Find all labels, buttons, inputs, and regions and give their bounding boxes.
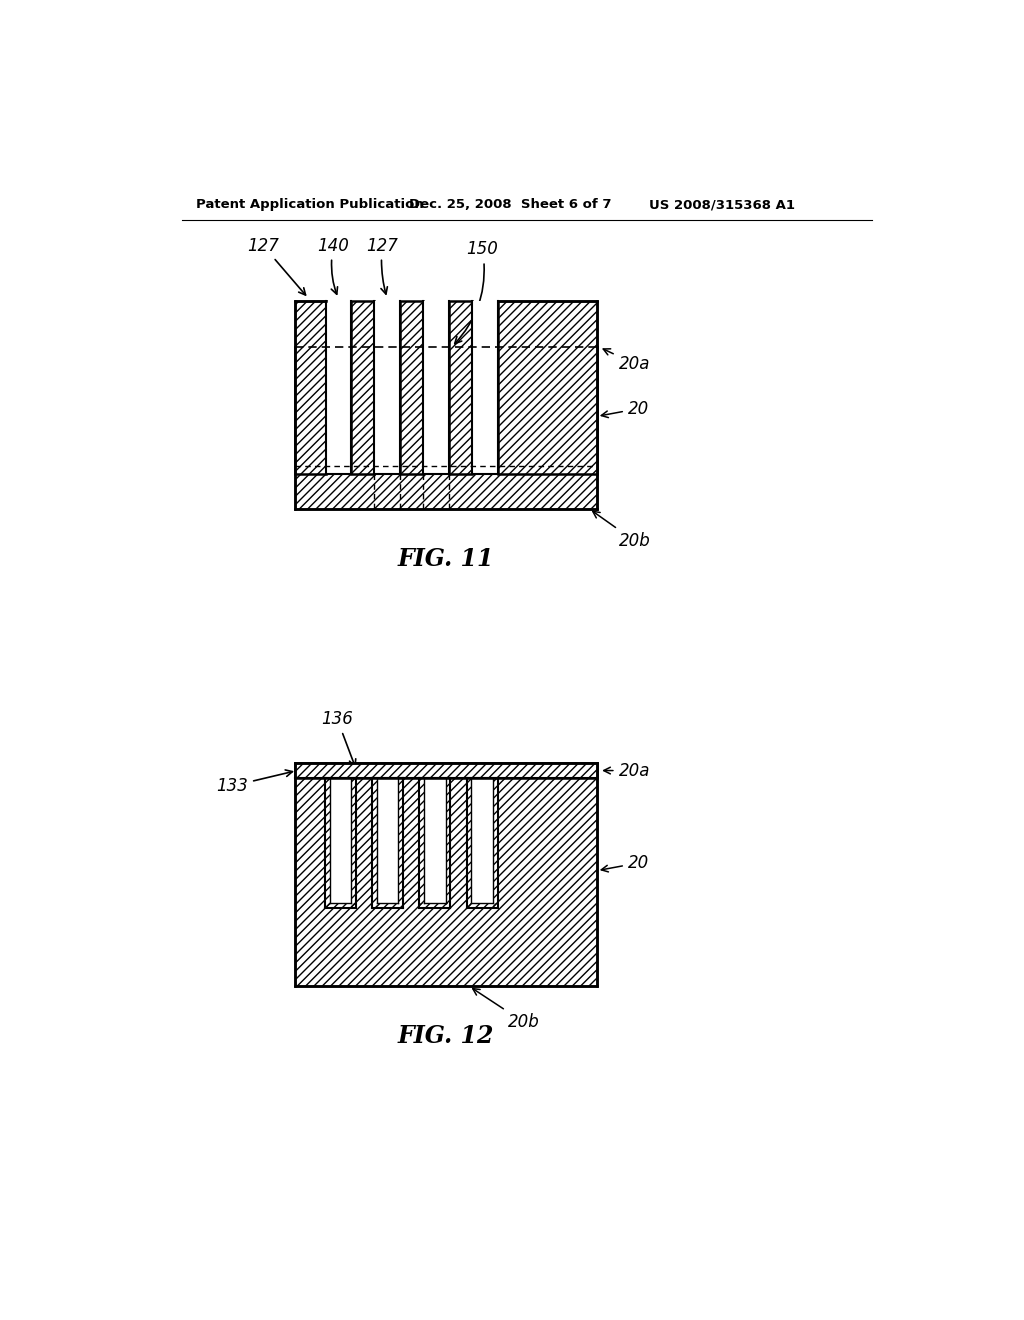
Text: 133: 133 xyxy=(216,770,293,795)
Bar xyxy=(372,903,403,908)
Bar xyxy=(467,779,498,908)
Text: Patent Application Publication: Patent Application Publication xyxy=(197,198,424,211)
Bar xyxy=(445,779,451,908)
Text: 20: 20 xyxy=(601,854,649,873)
Bar xyxy=(295,347,597,508)
Text: 140: 140 xyxy=(317,236,349,294)
Bar xyxy=(423,301,449,474)
Bar xyxy=(400,301,423,474)
Text: 20a: 20a xyxy=(603,348,650,372)
Text: 20a: 20a xyxy=(604,762,650,780)
Bar xyxy=(498,301,597,474)
Bar xyxy=(325,779,330,908)
Text: FIG. 12: FIG. 12 xyxy=(397,1024,494,1048)
Text: 127: 127 xyxy=(367,236,398,294)
Bar xyxy=(400,301,423,474)
Text: FIG. 11: FIG. 11 xyxy=(397,546,494,570)
Text: 150: 150 xyxy=(455,240,499,343)
Bar xyxy=(445,779,451,908)
Text: 20b: 20b xyxy=(593,511,650,550)
Bar xyxy=(372,779,377,908)
Text: 127: 127 xyxy=(247,236,305,294)
Bar xyxy=(351,301,375,474)
Bar xyxy=(372,779,377,908)
Text: Dec. 25, 2008  Sheet 6 of 7: Dec. 25, 2008 Sheet 6 of 7 xyxy=(409,198,611,211)
Text: 136: 136 xyxy=(322,710,355,766)
Bar xyxy=(449,301,472,474)
Bar xyxy=(295,301,326,474)
Bar xyxy=(493,779,498,908)
Bar xyxy=(467,779,471,908)
Bar xyxy=(351,301,375,474)
Bar xyxy=(325,903,356,908)
Bar xyxy=(498,301,597,474)
Bar xyxy=(472,301,498,474)
Bar xyxy=(295,763,597,779)
Bar xyxy=(420,903,451,908)
Bar xyxy=(493,779,498,908)
Bar xyxy=(295,763,597,779)
Bar xyxy=(325,779,330,908)
Bar xyxy=(375,301,400,474)
Bar xyxy=(398,779,403,908)
Bar xyxy=(325,779,356,908)
Bar xyxy=(295,301,326,474)
Bar xyxy=(295,763,597,986)
Bar xyxy=(449,301,472,474)
Text: US 2008/315368 A1: US 2008/315368 A1 xyxy=(649,198,795,211)
Bar xyxy=(420,779,424,908)
Bar xyxy=(326,301,351,474)
Bar xyxy=(398,779,403,908)
Bar xyxy=(295,347,597,508)
Bar xyxy=(467,903,498,908)
Bar xyxy=(351,779,356,908)
Bar xyxy=(420,903,451,908)
Bar xyxy=(420,779,451,908)
Bar xyxy=(325,903,356,908)
Text: 20: 20 xyxy=(601,400,649,417)
Bar xyxy=(351,779,356,908)
Bar xyxy=(372,779,403,908)
Bar xyxy=(295,763,597,986)
Bar xyxy=(420,779,424,908)
Bar xyxy=(467,903,498,908)
Text: 20b: 20b xyxy=(473,989,540,1031)
Bar xyxy=(467,779,471,908)
Bar xyxy=(372,903,403,908)
